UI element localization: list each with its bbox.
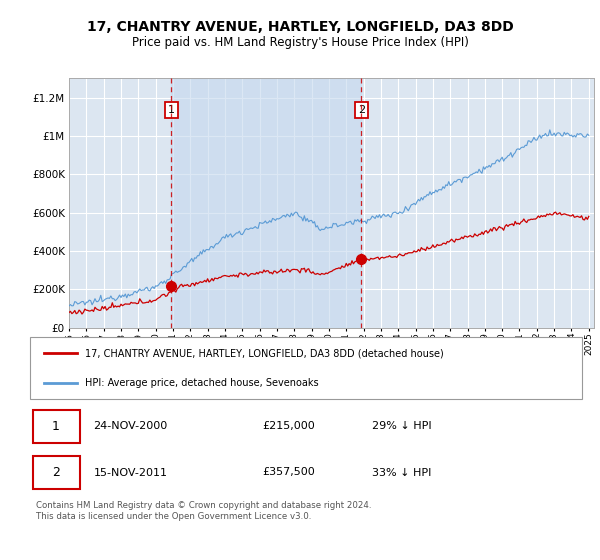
Text: 1: 1 <box>52 420 60 433</box>
FancyBboxPatch shape <box>33 410 80 443</box>
FancyBboxPatch shape <box>33 456 80 489</box>
Text: 33% ↓ HPI: 33% ↓ HPI <box>372 468 431 478</box>
Bar <box>171 78 361 328</box>
Text: Contains HM Land Registry data © Crown copyright and database right 2024.
This d: Contains HM Land Registry data © Crown c… <box>35 501 371 521</box>
Text: 2: 2 <box>358 105 365 115</box>
Text: 1: 1 <box>168 105 175 115</box>
Text: 15-NOV-2011: 15-NOV-2011 <box>94 468 167 478</box>
Text: 24-NOV-2000: 24-NOV-2000 <box>94 421 168 431</box>
Text: 29% ↓ HPI: 29% ↓ HPI <box>372 421 432 431</box>
Text: HPI: Average price, detached house, Sevenoaks: HPI: Average price, detached house, Seve… <box>85 378 319 388</box>
Text: 2: 2 <box>52 466 60 479</box>
Text: Price paid vs. HM Land Registry's House Price Index (HPI): Price paid vs. HM Land Registry's House … <box>131 36 469 49</box>
Text: 17, CHANTRY AVENUE, HARTLEY, LONGFIELD, DA3 8DD: 17, CHANTRY AVENUE, HARTLEY, LONGFIELD, … <box>86 20 514 34</box>
Text: 17, CHANTRY AVENUE, HARTLEY, LONGFIELD, DA3 8DD (detached house): 17, CHANTRY AVENUE, HARTLEY, LONGFIELD, … <box>85 348 444 358</box>
Text: £215,000: £215,000 <box>262 421 314 431</box>
FancyBboxPatch shape <box>30 337 582 399</box>
Text: £357,500: £357,500 <box>262 468 314 478</box>
